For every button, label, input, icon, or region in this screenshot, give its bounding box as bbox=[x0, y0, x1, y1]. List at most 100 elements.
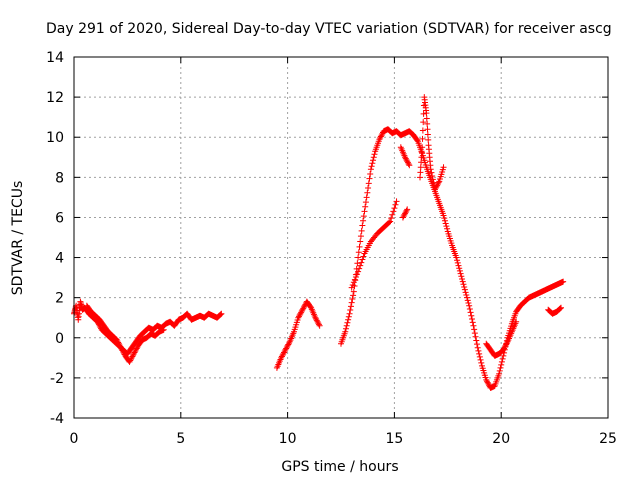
data-point bbox=[347, 307, 354, 314]
data-point bbox=[313, 316, 320, 323]
y-tick-label: 2 bbox=[55, 291, 64, 307]
data-point bbox=[368, 163, 375, 170]
chart-title: Day 291 of 2020, Sidereal Day-to-day VTE… bbox=[46, 21, 612, 37]
data-point bbox=[501, 344, 508, 351]
data-point bbox=[557, 305, 564, 312]
data-point bbox=[283, 345, 290, 352]
data-point bbox=[278, 353, 285, 360]
data-point bbox=[406, 162, 413, 169]
y-tick-label: 14 bbox=[46, 50, 64, 66]
data-point bbox=[217, 311, 224, 318]
data-point bbox=[471, 330, 478, 337]
data-point bbox=[391, 205, 398, 212]
data-point bbox=[423, 115, 430, 122]
data-point bbox=[441, 215, 448, 222]
data-point bbox=[465, 300, 472, 307]
data-point bbox=[355, 268, 362, 275]
x-tick-label: 15 bbox=[385, 431, 403, 447]
data-point bbox=[357, 262, 364, 269]
data-point bbox=[460, 281, 467, 288]
data-point bbox=[366, 175, 373, 182]
x-tick-label: 5 bbox=[176, 431, 185, 447]
data-point bbox=[133, 345, 140, 352]
data-point bbox=[501, 345, 508, 352]
data-point bbox=[498, 358, 505, 365]
data-point bbox=[295, 313, 302, 320]
data-point bbox=[467, 309, 474, 316]
data-point bbox=[356, 243, 363, 250]
data-point bbox=[420, 119, 427, 126]
data-point bbox=[361, 208, 368, 215]
data-point bbox=[348, 284, 355, 291]
data-point bbox=[456, 267, 463, 274]
data-point bbox=[419, 135, 426, 142]
data-point bbox=[497, 364, 504, 371]
data-point bbox=[469, 316, 476, 323]
data-point bbox=[464, 294, 471, 301]
data-point bbox=[371, 151, 378, 158]
x-tick-label: 20 bbox=[492, 431, 510, 447]
data-point bbox=[130, 350, 137, 357]
y-tick-label: -4 bbox=[50, 411, 64, 427]
data-point bbox=[132, 348, 139, 355]
data-point bbox=[399, 214, 406, 221]
data-point bbox=[378, 132, 385, 139]
data-point bbox=[483, 378, 490, 385]
data-point bbox=[462, 289, 469, 296]
data-point bbox=[441, 217, 448, 224]
data-point bbox=[299, 306, 306, 313]
data-point bbox=[469, 319, 476, 326]
data-point bbox=[130, 352, 137, 359]
data-point bbox=[402, 155, 409, 162]
data-point bbox=[440, 164, 447, 171]
data-point bbox=[370, 154, 377, 161]
data-point bbox=[377, 134, 384, 141]
data-point bbox=[117, 344, 124, 351]
data-point bbox=[278, 354, 285, 361]
data-point bbox=[477, 356, 484, 363]
data-point bbox=[500, 352, 507, 359]
data-point bbox=[424, 120, 431, 127]
data-point bbox=[359, 256, 366, 263]
data-point bbox=[453, 254, 460, 261]
data-point bbox=[403, 207, 410, 214]
data-point bbox=[118, 346, 125, 353]
data-point bbox=[347, 303, 354, 310]
data-point bbox=[300, 305, 307, 312]
data-point bbox=[295, 314, 302, 321]
data-point bbox=[113, 336, 120, 343]
data-point bbox=[365, 185, 372, 192]
data-point bbox=[404, 206, 411, 213]
data-point bbox=[285, 341, 292, 348]
data-point bbox=[115, 340, 122, 347]
data-point bbox=[435, 179, 442, 186]
data-point bbox=[120, 348, 127, 355]
data-point bbox=[498, 361, 505, 368]
data-point bbox=[355, 249, 362, 256]
data-point bbox=[434, 182, 441, 189]
data-point bbox=[393, 198, 400, 205]
data-point bbox=[419, 127, 426, 134]
data-point bbox=[364, 189, 371, 196]
data-point bbox=[468, 312, 475, 319]
data-point bbox=[414, 137, 421, 144]
y-tick-label: 0 bbox=[55, 331, 64, 347]
data-point bbox=[281, 349, 288, 356]
data-point bbox=[131, 349, 138, 356]
data-point bbox=[127, 357, 134, 364]
data-point bbox=[300, 304, 307, 311]
data-point bbox=[298, 309, 305, 316]
data-point bbox=[443, 223, 450, 230]
data-point bbox=[454, 259, 461, 266]
data-point bbox=[350, 292, 357, 299]
data-point bbox=[129, 353, 136, 360]
data-point bbox=[386, 219, 393, 226]
data-point bbox=[115, 339, 122, 346]
data-point bbox=[363, 194, 370, 201]
data-point bbox=[343, 322, 350, 329]
data-point bbox=[360, 217, 367, 224]
data-point bbox=[316, 322, 323, 329]
data-point bbox=[484, 379, 491, 386]
y-tick-label: 6 bbox=[55, 210, 64, 226]
data-point bbox=[128, 354, 135, 361]
